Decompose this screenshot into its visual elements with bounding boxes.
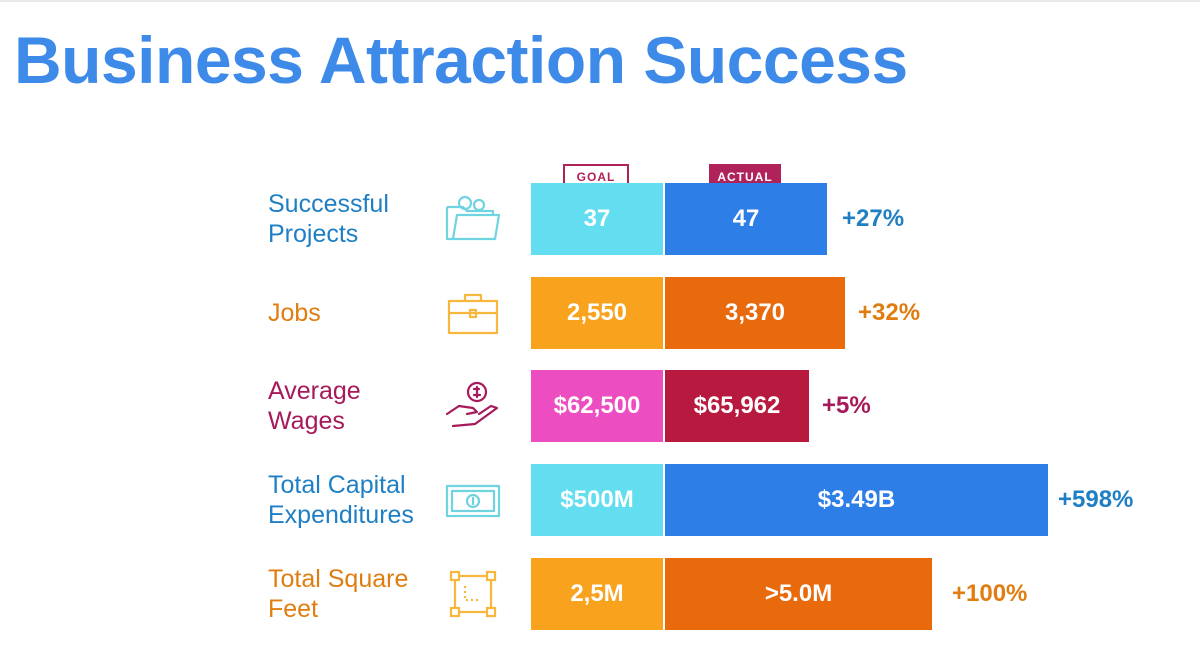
goal-bar: 37 — [531, 183, 663, 255]
row-label: Jobs — [268, 299, 321, 327]
page-title: Business Attraction Success — [14, 23, 908, 97]
row-label: Total Capital Expenditures — [268, 471, 414, 529]
goal-bar: 2,5M — [531, 558, 663, 630]
change-label: +5% — [822, 392, 871, 419]
change-label: +27% — [842, 205, 905, 232]
hand-coin-icon — [445, 381, 499, 428]
row-total-square-feet: Total Square Feet 2,5M >5.0M +100% — [0, 558, 1200, 630]
row-label: Successful Projects — [268, 190, 389, 248]
goal-bar: 2,550 — [531, 277, 663, 349]
banknote-icon — [445, 484, 501, 518]
row-label: Average Wages — [268, 377, 361, 435]
actual-bar: >5.0M — [665, 558, 932, 630]
actual-bar: 47 — [665, 183, 827, 255]
change-label: +100% — [952, 580, 1028, 607]
actual-bar: 3,370 — [665, 277, 845, 349]
goal-bar: $500M — [531, 464, 663, 536]
change-label: +598% — [1058, 486, 1134, 513]
row-average-wages: Average Wages $62,500 $65,962 +5% — [0, 370, 1200, 442]
actual-bar: $3.49B — [665, 464, 1048, 536]
actual-bar: $65,962 — [665, 370, 809, 442]
row-jobs: Jobs 2,550 3,370 +32% — [0, 277, 1200, 349]
goal-bar: $62,500 — [531, 370, 663, 442]
row-total-capital-expenditures: Total Capital Expenditures $500M $3.49B … — [0, 464, 1200, 536]
row-label: Total Square Feet — [268, 565, 409, 623]
top-divider — [0, 0, 1200, 2]
folder-gears-icon — [445, 195, 501, 241]
briefcase-icon — [447, 293, 499, 335]
row-successful-projects: Successful Projects 37 47 +27% — [0, 183, 1200, 255]
square-area-icon — [449, 570, 497, 618]
change-label: +32% — [858, 299, 921, 326]
